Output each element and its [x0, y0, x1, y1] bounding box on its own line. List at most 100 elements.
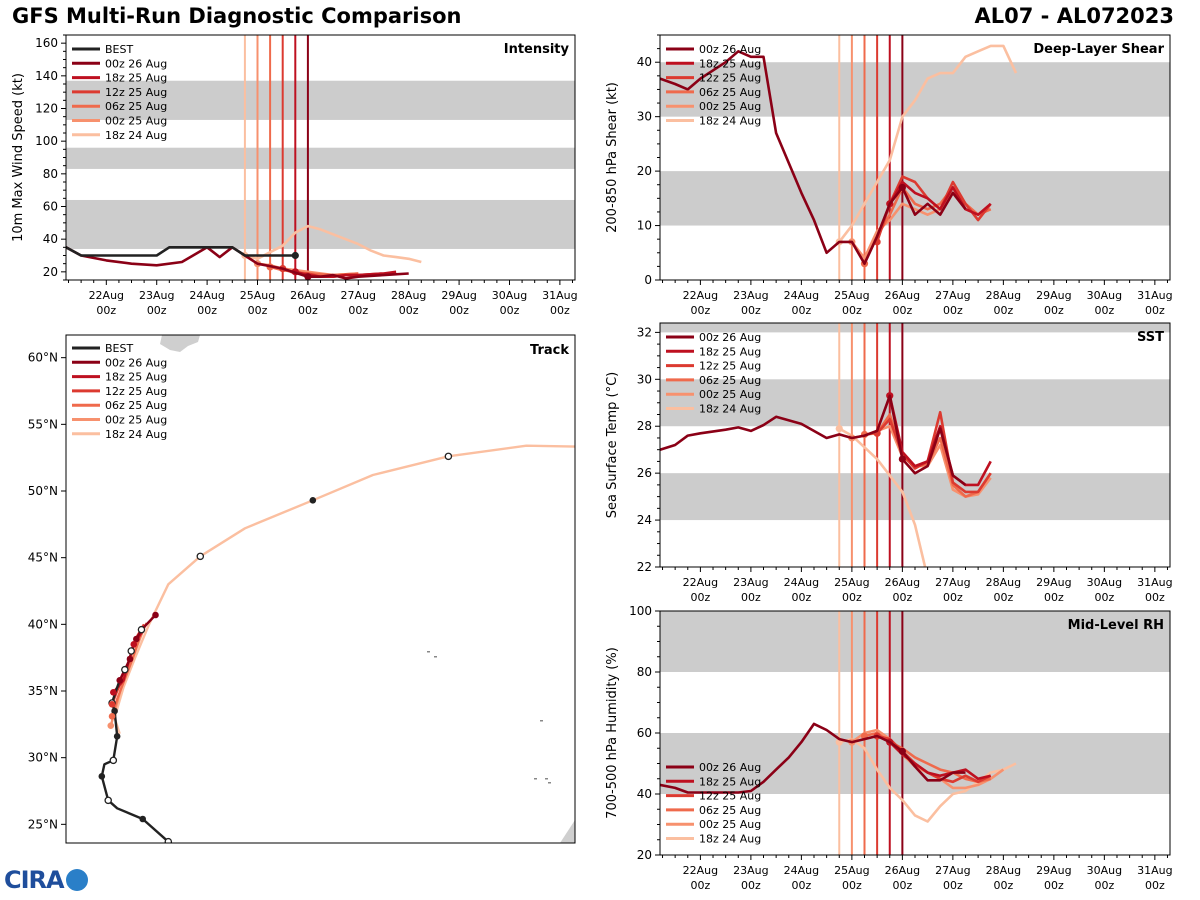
panel-title: Mid-Level RH [1068, 618, 1164, 633]
legend-label: 18z 25 Aug [699, 345, 761, 358]
legend-label: 06z 25 Aug [105, 399, 167, 412]
x-tick-label-date: 26Aug [290, 289, 325, 302]
legend-label: 00z 26 Aug [699, 43, 761, 56]
threshold-band [660, 473, 1170, 521]
track-point-00z [110, 689, 117, 696]
y-tick-label: 60 [43, 200, 58, 214]
y-tick-label: 80 [637, 665, 652, 679]
track-point-00z [98, 773, 106, 780]
panel-sst: 22 24 26 28 30 32 22Aug 00z 23Aug 00z 24Aug 00z 25Au… [605, 322, 1173, 604]
x-tick-label-date: 26Aug [885, 576, 920, 589]
y-tick-label: 10 [637, 219, 652, 233]
x-tick-label-hour: 00z [550, 304, 570, 317]
legend-label: BEST [105, 43, 133, 56]
y-tick-label: 120 [35, 102, 58, 116]
x-tick-label-date: 22Aug [89, 289, 124, 302]
series-marker [291, 251, 299, 260]
threshold-band [660, 379, 1170, 427]
panel-title: SST [1137, 330, 1164, 345]
cira-logo: CIRA [4, 866, 88, 894]
figure-title: GFS Multi-Run Diagnostic Comparison [12, 4, 462, 28]
y-tick-label: 24 [637, 513, 652, 527]
threshold-band [660, 611, 1170, 672]
x-tick-label-hour: 00z [1044, 879, 1064, 892]
x-tick-label-hour: 00z [348, 304, 368, 317]
series-line [66, 246, 296, 257]
legend-label: 00z 25 Aug [699, 388, 761, 401]
island [534, 778, 537, 780]
x-tick-label-date: 30Aug [492, 289, 527, 302]
storm-id: AL07 - AL072023 [974, 4, 1175, 28]
y-axis-label: 200-850 hPa Shear (kt) [605, 82, 620, 233]
land-greenland [160, 335, 200, 352]
x-tick-label-date: 31Aug [1137, 289, 1172, 302]
legend-label: 18z 24 Aug [105, 428, 167, 441]
legend-label: BEST [105, 342, 133, 355]
track-point-12z [164, 837, 173, 843]
island [434, 656, 437, 658]
rh-plot-area [660, 611, 1170, 855]
x-tick-label-date: 25Aug [240, 289, 275, 302]
x-tick-label-date: 28Aug [986, 576, 1021, 589]
series-marker [835, 424, 843, 433]
y-tick-label: 100 [629, 604, 652, 618]
y-tick-label: 60 [637, 726, 652, 740]
track-point-12z [127, 647, 135, 655]
lat-tick-label: 40°N [28, 617, 58, 631]
intensity-plot-area [66, 35, 575, 280]
x-tick-label-hour: 00z [892, 879, 912, 892]
legend-label: 18z 24 Aug [699, 115, 761, 128]
y-tick-label: 20 [637, 164, 652, 178]
island [427, 651, 430, 653]
legend-label: 00z 26 Aug [699, 331, 761, 344]
x-tick-label-hour: 00z [943, 879, 963, 892]
series-line [838, 44, 1018, 243]
x-tick-label-date: 23Aug [733, 576, 768, 589]
x-tick-label-date: 30Aug [1087, 864, 1122, 877]
legend-label: 00z 25 Aug [699, 100, 761, 113]
x-tick-label-date: 29Aug [441, 289, 476, 302]
island [545, 778, 548, 780]
lat-tick-label: 45°N [28, 551, 58, 565]
shear-plot-area [660, 35, 1170, 280]
y-tick-label: 80 [43, 167, 58, 181]
track-point-00z [108, 701, 116, 708]
series-line [660, 49, 967, 266]
x-tick-label-date: 27Aug [935, 289, 970, 302]
legend-label: 06z 25 Aug [699, 804, 761, 817]
x-tick-label-hour: 00z [741, 879, 761, 892]
x-tick-label-date: 25Aug [834, 289, 869, 302]
x-tick-label-date: 31Aug [542, 289, 577, 302]
track-point-00z [133, 635, 140, 643]
land-africa [560, 820, 575, 843]
threshold-band [660, 62, 1170, 117]
x-tick-label-date: 25Aug [834, 576, 869, 589]
legend-label: 12z 25 Aug [699, 360, 761, 373]
track-point-00z [116, 677, 124, 684]
x-tick-label-hour: 00z [943, 591, 963, 604]
x-tick-label-date: 23Aug [733, 289, 768, 302]
legend-label: 06z 25 Aug [699, 374, 761, 387]
x-tick-label-hour: 00z [1094, 591, 1114, 604]
lat-tick-label: 50°N [28, 484, 58, 498]
panel-rh: 20 40 60 80 100 22Aug 00z 23Aug 00z 24Aug 00z 25Aug… [605, 604, 1173, 892]
legend-label: 18z 25 Aug [105, 371, 167, 384]
x-tick-label-date: 24Aug [189, 289, 224, 302]
track-point-12z [444, 452, 453, 461]
x-tick-label-date: 26Aug [885, 864, 920, 877]
track-line [113, 444, 575, 735]
x-tick-label-date: 30Aug [1087, 576, 1122, 589]
map-frame [65, 334, 576, 844]
track-point-00z [309, 497, 317, 504]
y-axis-label: 10m Max Wind Speed (kt) [11, 73, 26, 242]
legend-label: 06z 25 Aug [699, 86, 761, 99]
track-point-00z [108, 713, 116, 720]
series-marker [898, 455, 906, 463]
logo-text: CIRA [4, 866, 65, 894]
track-point-12z [109, 756, 118, 765]
lat-tick-label: 55°N [28, 417, 58, 431]
x-tick-label-date: 24Aug [784, 576, 819, 589]
